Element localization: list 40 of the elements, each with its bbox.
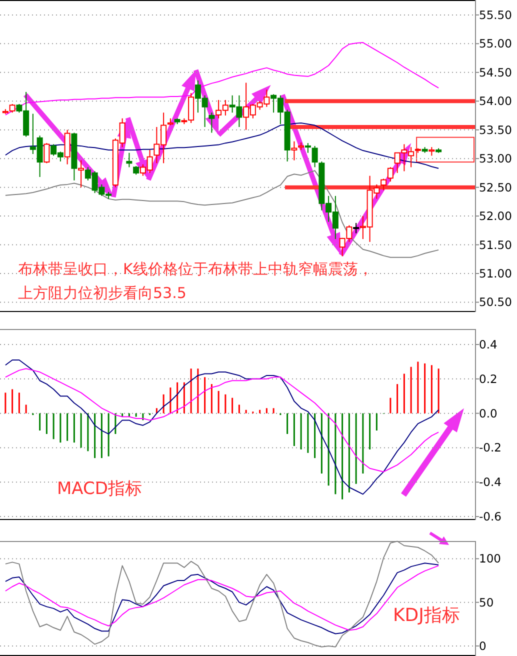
- candlestick: [380, 178, 387, 191]
- candlestick: [304, 142, 311, 154]
- y-tick-label: 0.2: [479, 372, 498, 386]
- candlestick: [64, 129, 70, 165]
- candlestick: [353, 222, 360, 234]
- line-series: [4, 170, 440, 258]
- annotation: 上方阻力位初步看向53.5: [18, 284, 186, 302]
- y-tick-label: 54.00: [479, 94, 512, 108]
- line-series: [4, 122, 440, 169]
- y-tick-label: 50.50: [479, 295, 512, 310]
- y-tick-label: 0: [479, 638, 486, 653]
- line-series: [4, 368, 440, 472]
- y-tick-label: 0.4: [479, 337, 498, 352]
- y-tick-label: -0.6: [479, 510, 502, 524]
- y-tick-label: -0.4: [479, 475, 502, 490]
- y-tick-label: 52.50: [479, 180, 512, 194]
- annotation: 布林带呈收口，K线价格位于布林带上中轨窄幅震荡，: [18, 260, 373, 278]
- candlestick: [126, 152, 132, 168]
- candlestick: [312, 145, 318, 168]
- annotation: KDJ指标: [393, 605, 460, 626]
- y-tick-label: 55.00: [479, 36, 512, 51]
- line-series: [4, 42, 440, 116]
- candlestick: [78, 160, 84, 188]
- candlestick: [291, 140, 298, 161]
- y-tick-label: 52.00: [479, 209, 512, 224]
- y-tick-label: 53.00: [479, 152, 512, 166]
- y-tick-label: 53.50: [479, 122, 512, 137]
- y-tick-label: 0.0: [479, 406, 498, 420]
- y-tick-label: 51.50: [479, 238, 512, 252]
- y-tick-label: 55.50: [479, 8, 512, 22]
- y-tick-label: 100: [479, 552, 501, 566]
- candlestick: [208, 112, 215, 134]
- candlestick: [387, 166, 394, 182]
- y-tick-label: -0.2: [479, 440, 502, 455]
- annotation: MACD指标: [57, 479, 142, 499]
- y-tick-label: 51.00: [479, 266, 512, 281]
- y-tick-label: 54.50: [479, 65, 512, 80]
- y-tick-label: 50: [479, 595, 494, 610]
- line-series: [4, 359, 440, 495]
- candlestick: [44, 142, 50, 164]
